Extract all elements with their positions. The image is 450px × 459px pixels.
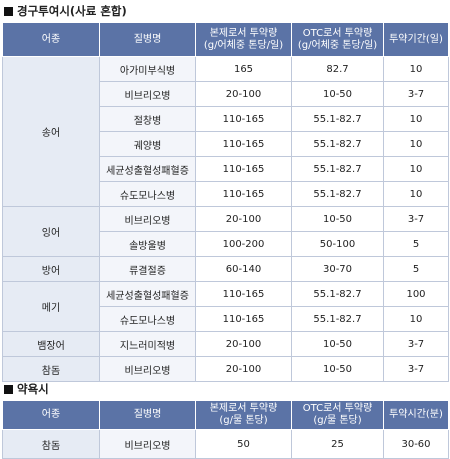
column-header: OTC로서 투약량 (g/물 톤당) (291, 400, 384, 430)
fish-species-cell: 참돔 (2, 356, 100, 382)
column-header: 어종 (2, 400, 100, 430)
disease-cell: 궤양병 (99, 131, 196, 157)
table-row: 뱀장어 지느러미적병 20-100 10-50 3-7 (2, 331, 449, 357)
value-cell: 30-60 (383, 429, 449, 459)
column-header: 어종 (2, 22, 100, 57)
value-cell: 100 (383, 281, 449, 307)
table-row: 참돔 비브리오병 50 25 30-60 (2, 429, 449, 459)
disease-cell: 비브리오병 (99, 206, 196, 232)
table-row: 궤양병 110-165 55.1-82.7 10 (3, 131, 449, 157)
column-header: 투약기간(일) (383, 22, 449, 57)
disease-cell: 비브리오병 (99, 429, 196, 459)
table-header-row: 어종 질병명 본제로서 투약량 (g/물 톤당) OTC로서 투약량 (g/물 톤당) 투약… (2, 400, 449, 430)
value-cell: 55.1-82.7 (291, 131, 384, 157)
value-cell: 10 (383, 306, 449, 332)
table-row: 슈도모나스병 110-165 55.1-82.7 10 (3, 181, 449, 207)
value-cell: 165 (195, 56, 292, 82)
fish-species-cell: 참돔 (2, 429, 100, 459)
value-cell: 20-100 (195, 331, 292, 357)
bath-dosage-table: 어종 질병명 본제로서 투약량 (g/물 톤당) OTC로서 투약량 (g/물 톤당) 투약… (2, 400, 449, 459)
value-cell: 110-165 (195, 306, 292, 332)
table-header-row: 어종 질병명 본제로서 투약량 (g/어체중 톤당/일) OTC로서 투약량 (g/어체중… (2, 22, 449, 57)
fish-species-cell: 방어 (2, 256, 100, 282)
column-header: 본제로서 투약량 (g/어체중 톤당/일) (195, 22, 292, 57)
value-cell: 110-165 (195, 181, 292, 207)
disease-cell: 슈도모나스병 (99, 306, 196, 332)
table-row: 슈도모나스병 110-165 55.1-82.7 10 (3, 306, 449, 332)
table-row: 비브리오병 20-100 10-50 3-7 (3, 81, 449, 107)
column-header: 투약시간(분) (383, 400, 449, 430)
value-cell: 60-140 (195, 256, 292, 282)
table-row: 송어 아가미부식병 165 82.7 10 (2, 56, 449, 207)
fish-species-cell: 송어 (2, 56, 100, 207)
disease-cell: 아가미부식병 (99, 56, 196, 82)
square-bullet-icon (4, 7, 13, 16)
value-cell: 10 (383, 181, 449, 207)
value-cell: 3-7 (383, 206, 449, 232)
value-cell: 10 (383, 131, 449, 157)
disease-cell: 솔방울병 (99, 231, 196, 257)
value-cell: 110-165 (195, 106, 292, 132)
value-cell: 10-50 (291, 81, 384, 107)
disease-cell: 세균성출혈성패혈증 (99, 281, 196, 307)
value-cell: 50 (195, 429, 292, 459)
value-cell: 110-165 (195, 156, 292, 182)
value-cell: 3-7 (383, 356, 449, 382)
column-header: 질병명 (99, 22, 196, 57)
value-cell: 110-165 (195, 281, 292, 307)
value-cell: 110-165 (195, 131, 292, 157)
table-row: 잉어 비브리오병 20-100 10-50 3-7 (2, 206, 449, 257)
table-row: 절창병 110-165 55.1-82.7 10 (3, 106, 449, 132)
table-row: 메기 세균성출혈성패혈증 110-165 55.1-82.7 100 (2, 281, 449, 332)
disease-cell: 슈도모나스병 (99, 181, 196, 207)
value-cell: 5 (383, 256, 449, 282)
value-cell: 5 (383, 231, 449, 257)
column-header: OTC로서 투약량 (g/어체중 톤당/일) (291, 22, 384, 57)
value-cell: 55.1-82.7 (291, 106, 384, 132)
value-cell: 20-100 (195, 81, 292, 107)
disease-cell: 지느러미적병 (99, 331, 196, 357)
value-cell: 20-100 (195, 356, 292, 382)
fish-species-cell: 뱀장어 (2, 331, 100, 357)
value-cell: 10-50 (291, 356, 384, 382)
value-cell: 55.1-82.7 (291, 156, 384, 182)
square-bullet-icon (4, 385, 13, 394)
value-cell: 3-7 (383, 331, 449, 357)
disease-cell: 류결절증 (99, 256, 196, 282)
section-title-oral: 경구투여시(사료 혼합) (4, 3, 127, 19)
value-cell: 30-70 (291, 256, 384, 282)
table-row: 참돔 비브리오병 20-100 10-50 3-7 (2, 356, 449, 382)
table-row: 솔방울병 100-200 50-100 5 (3, 231, 449, 257)
value-cell: 20-100 (195, 206, 292, 232)
value-cell: 10 (383, 106, 449, 132)
fish-species-cell: 메기 (2, 281, 100, 332)
table-row: 세균성출혈성패혈증 110-165 55.1-82.7 10 (3, 156, 449, 182)
section-title-bath: 약욕시 (4, 381, 49, 397)
value-cell: 10 (383, 156, 449, 182)
value-cell: 10-50 (291, 331, 384, 357)
value-cell: 55.1-82.7 (291, 306, 384, 332)
disease-cell: 세균성출혈성패혈증 (99, 156, 196, 182)
table-row: 방어 류결절증 60-140 30-70 5 (2, 256, 449, 282)
value-cell: 55.1-82.7 (291, 181, 384, 207)
value-cell: 10 (383, 56, 449, 82)
oral-dosage-table: 어종 질병명 본제로서 투약량 (g/어체중 톤당/일) OTC로서 투약량 (g/어체중… (2, 22, 449, 382)
fish-species-cell: 잉어 (2, 206, 100, 257)
value-cell: 25 (291, 429, 384, 459)
section-title-bath-text: 약욕시 (17, 382, 49, 396)
value-cell: 55.1-82.7 (291, 281, 384, 307)
value-cell: 82.7 (291, 56, 384, 82)
disease-cell: 비브리오병 (99, 81, 196, 107)
column-header: 본제로서 투약량 (g/물 톤당) (195, 400, 292, 430)
value-cell: 3-7 (383, 81, 449, 107)
value-cell: 10-50 (291, 206, 384, 232)
value-cell: 50-100 (291, 231, 384, 257)
section-title-oral-text: 경구투여시(사료 혼합) (17, 4, 127, 18)
disease-cell: 비브리오병 (99, 356, 196, 382)
value-cell: 100-200 (195, 231, 292, 257)
column-header: 질병명 (99, 400, 196, 430)
disease-cell: 절창병 (99, 106, 196, 132)
